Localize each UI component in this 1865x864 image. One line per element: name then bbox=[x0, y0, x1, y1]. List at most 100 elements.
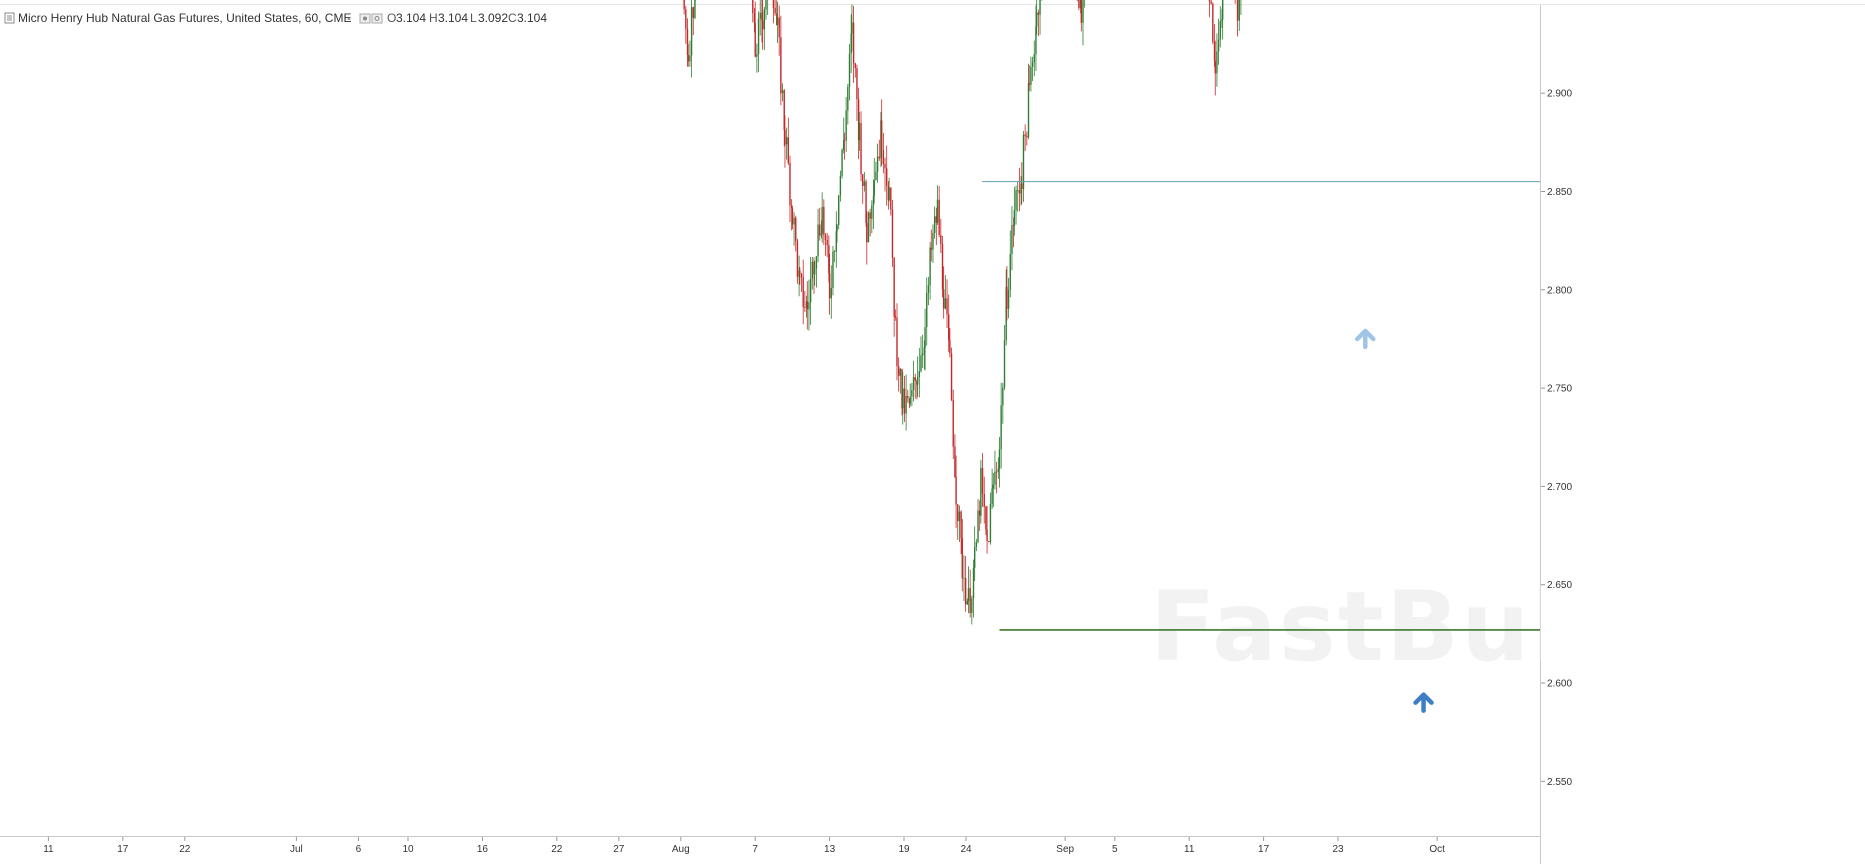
time-tick-label: 22 bbox=[551, 844, 563, 855]
candle-body bbox=[944, 298, 947, 309]
candle-body bbox=[866, 222, 868, 243]
candle-body bbox=[963, 578, 965, 579]
candle-body bbox=[1213, 42, 1216, 61]
candle-body bbox=[909, 396, 911, 404]
candle-body bbox=[833, 251, 836, 253]
ohlc-close-value: 3.104 bbox=[517, 11, 547, 25]
candle-body bbox=[824, 234, 827, 240]
candle-body bbox=[886, 168, 888, 186]
ohlc-close-label: C bbox=[508, 11, 517, 25]
candle-body bbox=[1214, 60, 1216, 74]
candle-body bbox=[923, 347, 926, 354]
candle-body bbox=[873, 180, 875, 196]
candle-body bbox=[967, 588, 970, 602]
candle-body bbox=[998, 449, 1001, 469]
ohlc-open-label: O bbox=[387, 11, 396, 25]
candle-body bbox=[938, 199, 940, 235]
ohlc-high-value: 3.104 bbox=[438, 11, 468, 25]
candle-body bbox=[780, 37, 782, 94]
candle-body bbox=[935, 216, 938, 223]
candle-body bbox=[1022, 134, 1025, 189]
candle-body bbox=[805, 301, 808, 308]
candle-body bbox=[1037, 12, 1040, 15]
price-tick-label: 2.850 bbox=[1547, 187, 1572, 198]
legend-collapse-icon[interactable] bbox=[4, 12, 15, 24]
candle-body bbox=[876, 156, 879, 172]
time-tick-label: Jul bbox=[290, 844, 303, 855]
candle-body bbox=[989, 503, 992, 543]
candle-body bbox=[804, 307, 806, 309]
candle-body bbox=[901, 369, 903, 409]
candle-body bbox=[791, 208, 794, 225]
candle-body bbox=[753, 13, 756, 23]
candle-body bbox=[971, 598, 973, 613]
candle-body bbox=[761, 12, 763, 21]
candle-body bbox=[783, 90, 785, 131]
candle-body bbox=[958, 511, 961, 522]
candle-body bbox=[940, 234, 942, 245]
candle-body bbox=[821, 206, 823, 234]
candle-body bbox=[930, 247, 932, 250]
candle-body bbox=[880, 120, 883, 150]
arrow-up-icon bbox=[1355, 328, 1376, 350]
candle-body bbox=[981, 467, 984, 494]
candle-body bbox=[916, 377, 919, 385]
candle-body bbox=[1035, 12, 1038, 27]
candle-body bbox=[1030, 66, 1032, 85]
candle-body bbox=[896, 317, 898, 367]
candle-body bbox=[1027, 83, 1030, 138]
time-tick-label: 7 bbox=[752, 844, 758, 855]
candle-body bbox=[687, 54, 689, 62]
candle-body bbox=[813, 261, 815, 275]
candle-body bbox=[907, 395, 909, 399]
candle-body bbox=[826, 239, 828, 246]
candle-body bbox=[1028, 83, 1030, 85]
candle-body bbox=[811, 261, 814, 279]
candle-body bbox=[690, 7, 693, 56]
candle-body bbox=[927, 285, 930, 293]
candle-body bbox=[1236, 0, 1239, 21]
candle-body bbox=[985, 506, 987, 530]
arrow-head bbox=[1355, 328, 1376, 342]
candle-body bbox=[774, 7, 776, 14]
candle-body bbox=[785, 137, 788, 145]
candle-body bbox=[800, 273, 803, 278]
candle-body bbox=[957, 504, 959, 522]
candle-body bbox=[977, 510, 979, 542]
candle-body bbox=[1009, 254, 1011, 290]
candle-body bbox=[1221, 19, 1223, 22]
time-tick-label: 17 bbox=[1258, 844, 1270, 855]
eye-icon[interactable] bbox=[359, 13, 371, 24]
candle-body bbox=[832, 251, 834, 288]
candle-body bbox=[848, 53, 851, 87]
candle-body bbox=[806, 301, 808, 310]
candle-body bbox=[759, 12, 761, 19]
candle-body bbox=[776, 13, 778, 26]
candle-body bbox=[847, 86, 849, 111]
settings-icon[interactable] bbox=[371, 13, 383, 24]
time-tick-label: 11 bbox=[1184, 844, 1195, 855]
candle-body bbox=[1039, 0, 1041, 15]
candle-body bbox=[808, 302, 810, 310]
price-tick-label: 2.550 bbox=[1547, 777, 1572, 788]
candle-body bbox=[871, 205, 873, 219]
candle-body bbox=[920, 355, 922, 372]
candle-body bbox=[814, 268, 816, 275]
candle-body bbox=[863, 181, 866, 186]
candle-body bbox=[843, 140, 845, 150]
candle-body bbox=[869, 212, 871, 219]
candle-body bbox=[850, 33, 852, 54]
time-tick-label: Oct bbox=[1429, 844, 1445, 855]
watermark-text: FastBull bbox=[1150, 571, 1601, 683]
candle-body bbox=[980, 467, 982, 516]
symbol-title: Micro Henry Hub Natural Gas Futures, Uni… bbox=[18, 11, 351, 25]
candle-body bbox=[1080, 0, 1083, 23]
candle-body bbox=[1002, 387, 1004, 406]
candle-body bbox=[787, 137, 790, 164]
candle-body bbox=[929, 247, 931, 286]
candle-body bbox=[983, 493, 985, 507]
candle-body bbox=[875, 171, 877, 181]
candle-body bbox=[798, 270, 800, 277]
time-tick-label: Sep bbox=[1056, 844, 1074, 855]
